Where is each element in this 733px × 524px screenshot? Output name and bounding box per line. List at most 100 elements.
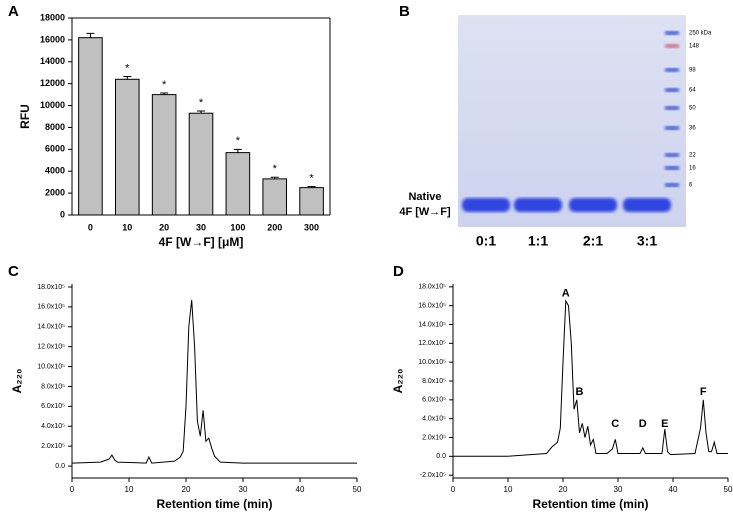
y-tick-label: 2.0x10⁵	[422, 434, 446, 441]
lane-label: 2:1	[583, 233, 603, 249]
x-tick-label: 0	[451, 485, 456, 494]
gel-band	[569, 198, 617, 212]
marker-band	[665, 106, 679, 110]
significance-mark: *	[273, 163, 278, 175]
y-tick-label: 0.0	[55, 463, 65, 470]
marker-band	[665, 44, 679, 48]
marker-label: 50	[689, 106, 696, 112]
y-axis-title: A₂₂₀	[391, 369, 405, 394]
x-tick-label: 40	[669, 485, 678, 494]
y-tick-label: 16.0x10⁵	[418, 303, 446, 310]
marker-label: 36	[689, 126, 696, 132]
significance-mark: *	[199, 97, 204, 109]
x-tick-label: 0	[88, 222, 93, 232]
y-tick-label: 0.0	[436, 453, 446, 460]
y-tick-label: 18.0x10⁵	[37, 284, 65, 291]
y-tick-label: 18.0x10⁵	[418, 284, 446, 291]
marker-label: 148	[689, 44, 700, 50]
y-tick-label: 12000	[40, 78, 65, 88]
significance-mark: *	[125, 62, 130, 74]
y-tick-label: 16000	[40, 34, 65, 44]
marker-label: 22	[689, 153, 696, 159]
x-tick-label: 0	[70, 485, 75, 494]
y-tick-label: 6.0x10⁵	[422, 397, 446, 404]
lane-label: 3:1	[637, 233, 657, 249]
y-tick-label: 4.0x10⁵	[422, 416, 446, 423]
x-tick-label: 20	[159, 222, 169, 232]
peak-label: B	[576, 386, 584, 398]
y-tick-label: 2.0x10⁵	[41, 443, 65, 450]
bar	[78, 37, 103, 216]
y-tick-label: 0	[60, 209, 65, 219]
y-tick-label: 16.0x10⁵	[37, 304, 65, 311]
error-bar	[123, 76, 132, 80]
panel-label: D	[393, 263, 404, 280]
y-tick-label: 14000	[40, 56, 65, 66]
x-tick-label: 300	[304, 222, 319, 232]
error-bar	[197, 110, 205, 114]
x-tick-label: 200	[267, 222, 282, 232]
bar	[299, 187, 324, 216]
band-label: Native	[408, 191, 441, 203]
x-tick-label: 10	[504, 485, 513, 494]
significance-mark: *	[236, 135, 241, 147]
error-bar	[270, 176, 279, 179]
y-tick-label: 12.0x10⁵	[37, 344, 65, 351]
marker-band	[665, 68, 679, 72]
panel-label: C	[8, 263, 19, 280]
gel-image	[458, 15, 686, 227]
x-tick-label: 50	[724, 485, 733, 494]
y-tick-label: 6000	[45, 144, 65, 154]
y-tick-label: 14.0x10⁵	[418, 321, 446, 328]
y-tick-label: 8000	[45, 122, 65, 132]
error-bar	[233, 148, 242, 153]
y-tick-label: 2000	[45, 187, 65, 197]
trace	[453, 299, 728, 457]
marker-label: 16	[689, 166, 696, 172]
y-tick-label: -2.0x10⁵	[420, 472, 446, 479]
y-axis-title: RFU	[18, 104, 32, 129]
y-tick-label: 6.0x10⁵	[41, 403, 65, 410]
x-tick-label: 20	[559, 485, 568, 494]
panel-label: B	[399, 3, 410, 20]
peak-label: D	[639, 418, 647, 430]
lane-label: 0:1	[476, 233, 496, 249]
x-tick-label: 50	[353, 485, 362, 494]
peak-label: E	[661, 418, 668, 430]
bar	[151, 94, 177, 216]
x-tick-label: 20	[182, 485, 191, 494]
gel-band	[623, 198, 671, 212]
marker-label: 64	[689, 88, 696, 94]
bar	[225, 152, 251, 216]
y-tick-label: 10.0x10⁵	[37, 363, 65, 370]
trace	[71, 299, 357, 464]
y-tick-label: 4.0x10⁵	[41, 423, 65, 430]
error-bar	[160, 92, 169, 95]
bar	[262, 178, 288, 216]
band-label: 4F [W→F]	[399, 206, 451, 218]
marker-label: 98	[689, 68, 696, 74]
lane-label: 1:1	[528, 233, 548, 249]
y-tick-label: 10000	[40, 100, 65, 110]
x-tick-label: 10	[125, 485, 134, 494]
y-tick-label: 8.0x10⁵	[422, 378, 446, 385]
marker-band	[665, 126, 679, 130]
error-bar	[307, 186, 316, 188]
y-tick-label: 4000	[45, 166, 65, 176]
y-tick-label: 12.0x10⁵	[418, 340, 446, 347]
marker-label: 6	[689, 183, 693, 189]
marker-band	[665, 153, 679, 157]
marker-band	[665, 88, 679, 92]
x-axis-title: 4F [W→F] [μM]	[159, 235, 244, 249]
x-tick-label: 30	[614, 485, 623, 494]
gel-band	[462, 198, 510, 212]
y-tick-label: 8.0x10⁵	[41, 383, 65, 390]
y-tick-label: 14.0x10⁵	[37, 324, 65, 331]
y-tick-label: 10.0x10⁵	[418, 359, 446, 366]
x-axis-title: Retention time (min)	[157, 497, 273, 511]
y-axis-title: A₂₂₀	[10, 369, 24, 394]
x-tick-label: 40	[296, 485, 305, 494]
y-tick-label: 18000	[40, 12, 65, 22]
marker-band	[665, 183, 679, 187]
